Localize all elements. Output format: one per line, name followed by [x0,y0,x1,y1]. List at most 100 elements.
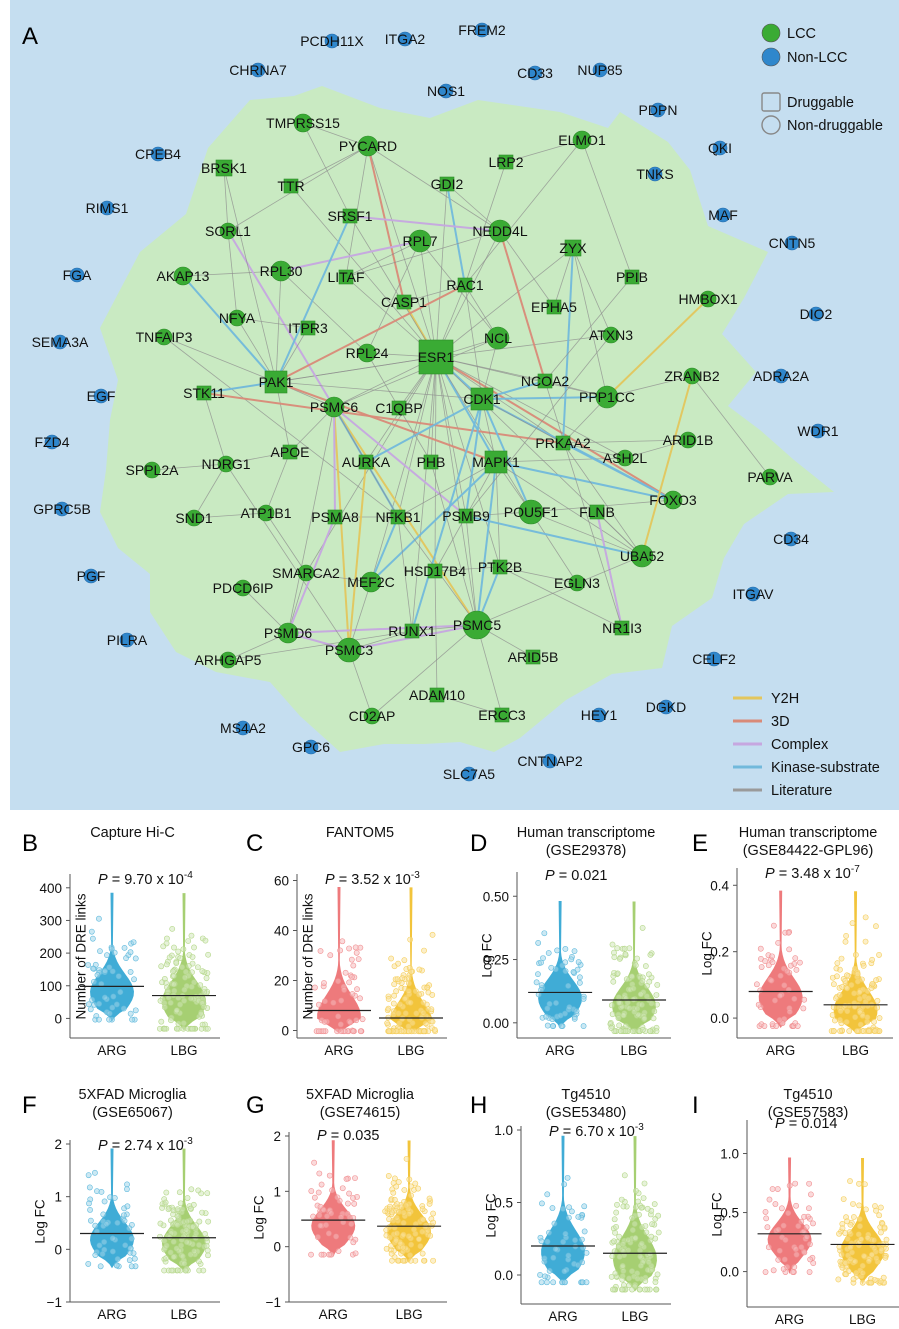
node-pou5f1[interactable]: POU5F1 [504,499,559,525]
node-itgav[interactable]: ITGAV [733,586,775,602]
node-snd1[interactable]: SND1 [175,509,213,527]
node-rpl24[interactable]: RPL24 [346,343,389,363]
node-atp1b1[interactable]: ATP1B1 [240,504,292,522]
node-cd2ap[interactable]: CD2AP [349,707,396,725]
node-slc7a5[interactable]: SLC7A5 [443,766,495,782]
node-celf2[interactable]: CELF2 [692,651,736,667]
node-cd33[interactable]: CD33 [517,65,553,81]
node-ncl[interactable]: NCL [484,326,512,350]
node-ercc3[interactable]: ERCC3 [478,707,526,723]
node-litaf[interactable]: LITAF [327,269,364,285]
node-pycard[interactable]: PYCARD [339,135,397,157]
node-pilra[interactable]: PILRA [107,632,148,648]
node-hsd17b4[interactable]: HSD17B4 [404,563,466,579]
node-epha5[interactable]: EPHA5 [531,299,577,315]
node-atxn3[interactable]: ATXN3 [589,326,633,344]
node-pcdh11x[interactable]: PCDH11X [300,33,364,49]
node-runx1[interactable]: RUNX1 [388,623,436,639]
node-foxo3[interactable]: FOXO3 [649,490,697,510]
node-tnfaip3[interactable]: TNFAIP3 [136,328,193,346]
node-adam10[interactable]: ADAM10 [409,687,465,703]
node-nfya[interactable]: NFYA [219,309,256,327]
node-rpl30[interactable]: RPL30 [260,260,303,282]
node-ms4a2[interactable]: MS4A2 [220,720,266,736]
node-sorl1[interactable]: SORL1 [205,222,251,240]
node-egf[interactable]: EGF [87,388,116,404]
node-nup85[interactable]: NUP85 [577,62,622,78]
node-rims1[interactable]: RIMS1 [86,200,129,216]
node-psmc5[interactable]: PSMC5 [453,610,501,640]
node-smarca2[interactable]: SMARCA2 [272,564,340,582]
node-zyx[interactable]: ZYX [559,239,587,257]
node-dio2[interactable]: DIO2 [800,306,833,322]
node-brsk1[interactable]: BRSK1 [201,159,247,177]
node-arid1b[interactable]: ARID1B [663,431,714,449]
node-sema3a[interactable]: SEMA3A [32,334,89,350]
node-ptk2b[interactable]: PTK2B [478,559,522,575]
node-rac1[interactable]: RAC1 [446,277,484,293]
node-cpeb4[interactable]: CPEB4 [135,146,181,162]
node-uba52[interactable]: UBA52 [620,544,665,568]
node-gpc6[interactable]: GPC6 [292,739,330,755]
node-ncoa2[interactable]: NCOA2 [521,373,569,389]
node-psmc3[interactable]: PSMC3 [325,637,373,663]
node-itpr3[interactable]: ITPR3 [288,320,328,336]
node-ash2l[interactable]: ASH2L [603,449,648,467]
node-chrna7[interactable]: CHRNA7 [229,62,287,78]
node-mef2c[interactable]: MEF2C [347,571,395,593]
node-maf[interactable]: MAF [708,207,738,223]
node-cntnap2[interactable]: CNTNAP2 [517,753,583,769]
node-rpl7[interactable]: RPL7 [402,229,438,253]
node-flnb[interactable]: FLNB [579,504,615,520]
node-psmc6[interactable]: PSMC6 [310,396,358,418]
node-nr1i3[interactable]: NR1I3 [602,620,642,636]
node-mapk1[interactable]: MAPK1 [472,450,520,474]
node-tmprss15[interactable]: TMPRSS15 [266,113,340,133]
node-apoe[interactable]: APOE [271,444,310,460]
node-fga[interactable]: FGA [63,267,92,283]
node-gprc5b[interactable]: GPRC5B [33,501,91,517]
node-elmo1[interactable]: ELMO1 [558,130,606,150]
node-pgf[interactable]: PGF [77,568,106,584]
node-psma8[interactable]: PSMA8 [311,509,359,525]
node-akap13[interactable]: AKAP13 [157,266,210,286]
node-frem2[interactable]: FREM2 [458,22,506,38]
node-pdcd6ip[interactable]: PDCD6IP [213,579,274,597]
node-prkaa2[interactable]: PRKAA2 [535,435,590,451]
node-c1qbp[interactable]: C1QBP [375,400,422,416]
node-stk11[interactable]: STK11 [183,385,225,401]
node-sppl2a[interactable]: SPPL2A [126,461,180,479]
node-wdr1[interactable]: WDR1 [797,423,838,439]
node-dgkd[interactable]: DGKD [646,699,686,715]
node-psmb9[interactable]: PSMB9 [442,508,490,524]
node-hmbox1[interactable]: HMBOX1 [678,290,738,308]
node-fzd4[interactable]: FZD4 [35,434,70,450]
node-ndrg1[interactable]: NDRG1 [201,455,251,473]
node-cdk1[interactable]: CDK1 [463,387,501,411]
node-ppp1cc[interactable]: PPP1CC [579,385,635,409]
node-itga2[interactable]: ITGA2 [385,31,426,47]
node-phb[interactable]: PHB [417,454,446,470]
node-casp1[interactable]: CASP1 [381,294,427,310]
node-srsf1[interactable]: SRSF1 [327,208,372,224]
node-nedd4l[interactable]: NEDD4L [472,219,528,243]
node-ppib[interactable]: PPIB [616,269,648,285]
node-zranb2[interactable]: ZRANB2 [664,367,720,385]
node-nos1[interactable]: NOS1 [427,83,465,99]
node-tnks[interactable]: TNKS [636,166,673,182]
node-arid5b[interactable]: ARID5B [508,649,559,665]
node-cd34[interactable]: CD34 [773,531,809,547]
node-hey1[interactable]: HEY1 [581,707,618,723]
node-arhgap5[interactable]: ARHGAP5 [195,651,262,669]
node-parva[interactable]: PARVA [747,468,793,486]
node-cntn5[interactable]: CNTN5 [769,235,816,251]
node-aurka[interactable]: AURKA [342,454,391,470]
node-nfkb1[interactable]: NFKB1 [375,509,420,525]
node-egln3[interactable]: EGLN3 [554,574,600,592]
node-pak1[interactable]: PAK1 [259,370,294,394]
node-qki[interactable]: QKI [708,140,732,156]
node-esr1[interactable]: ESR1 [418,339,455,375]
node-gdi2[interactable]: GDI2 [431,176,464,192]
node-adra2a[interactable]: ADRA2A [753,368,810,384]
node-ttr[interactable]: TTR [277,178,304,194]
